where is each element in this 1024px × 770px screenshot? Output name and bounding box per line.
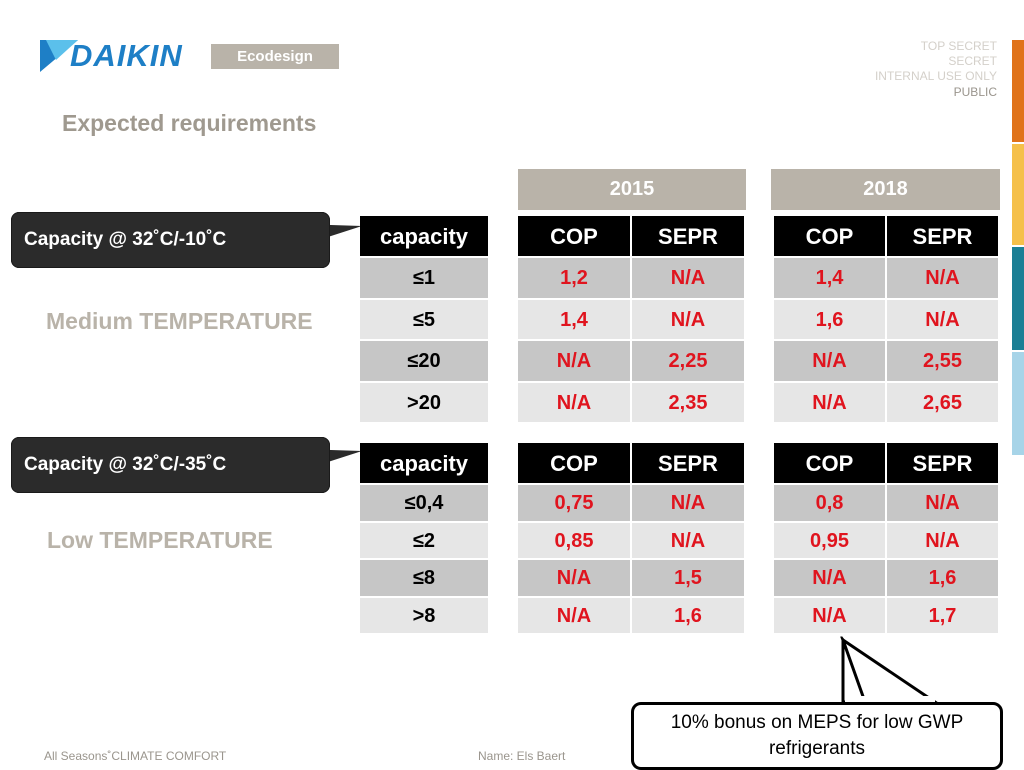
classification-internal: INTERNAL USE ONLY bbox=[874, 69, 997, 83]
medium-cell-sepr2015: 2,25 bbox=[632, 341, 746, 383]
low-cell-cop2018: 0,95 bbox=[774, 522, 887, 560]
note-pointer bbox=[840, 636, 940, 708]
footer-brand: All Seasons˚CLIMATE COMFORT bbox=[44, 749, 227, 763]
low-capacity-callout: Capacity @ 32˚C/-35˚C bbox=[11, 437, 330, 493]
low-cell-sepr2015: N/A bbox=[632, 485, 746, 523]
low-cell-sepr2015: N/A bbox=[632, 522, 746, 560]
medium-cell-cop2015: N/A bbox=[518, 382, 632, 424]
low-cell-cop2015: N/A bbox=[518, 597, 632, 635]
stripe-orange bbox=[1012, 40, 1024, 142]
medium-cell-sepr2018: N/A bbox=[887, 299, 1000, 341]
medium-header-cop2015: COP bbox=[518, 216, 632, 258]
stripe-light-blue bbox=[1012, 352, 1024, 455]
low-cell-cop2018: N/A bbox=[774, 597, 887, 635]
low-cell-sepr2018: 1,6 bbox=[887, 560, 1000, 598]
low-cell-capacity: ≤2 bbox=[360, 522, 490, 560]
low-cell-sepr2015: 1,5 bbox=[632, 560, 746, 598]
medium-cell-sepr2018: 2,55 bbox=[887, 341, 1000, 383]
year-header-2018: 2018 bbox=[771, 169, 1000, 210]
low-cell-cop2015: 0,75 bbox=[518, 485, 632, 523]
low-cell-cop2018: N/A bbox=[774, 560, 887, 598]
low-header-sepr2015: SEPR bbox=[632, 443, 746, 485]
medium-cell-sepr2015: N/A bbox=[632, 299, 746, 341]
footer-name: Name: Els Baert bbox=[478, 749, 566, 763]
medium-cell-cop2015: N/A bbox=[518, 341, 632, 383]
classification-public: PUBLIC bbox=[953, 85, 997, 99]
low-cell-cop2018: 0,8 bbox=[774, 485, 887, 523]
medium-cell-sepr2015: N/A bbox=[632, 258, 746, 300]
low-header-cop2018: COP bbox=[774, 443, 887, 485]
low-temperature-label: Low TEMPERATURE bbox=[47, 527, 273, 553]
daikin-logo-icon bbox=[40, 40, 78, 72]
low-cell-sepr2018: 1,7 bbox=[887, 597, 1000, 635]
meps-bonus-note: 10% bonus on MEPS for low GWP refrigeran… bbox=[631, 702, 1003, 770]
low-cell-sepr2018: N/A bbox=[887, 522, 1000, 560]
medium-cell-capacity: ≤5 bbox=[360, 299, 490, 341]
low-cell-sepr2015: 1,6 bbox=[632, 597, 746, 635]
medium-cell-cop2018: N/A bbox=[774, 382, 887, 424]
medium-cell-capacity: ≤1 bbox=[360, 258, 490, 300]
low-cell-capacity: ≤8 bbox=[360, 560, 490, 598]
logo-text: DAIKIN bbox=[70, 38, 183, 73]
medium-cell-sepr2018: 2,65 bbox=[887, 382, 1000, 424]
medium-header-cop2018: COP bbox=[774, 216, 887, 258]
low-cell-capacity: >8 bbox=[360, 597, 490, 635]
year-header-2015: 2015 bbox=[518, 169, 746, 210]
stripe-teal bbox=[1012, 247, 1024, 350]
medium-cell-sepr2015: 2,35 bbox=[632, 382, 746, 424]
low-header-cop2015: COP bbox=[518, 443, 632, 485]
medium-cell-cop2015: 1,4 bbox=[518, 299, 632, 341]
page-title: Expected requirements bbox=[62, 110, 317, 136]
low-header-sepr2018: SEPR bbox=[887, 443, 1000, 485]
low-cell-sepr2018: N/A bbox=[887, 485, 1000, 523]
note-text: 10% bonus on MEPS for low GWP refrigeran… bbox=[670, 712, 964, 759]
medium-cell-cop2018: N/A bbox=[774, 341, 887, 383]
low-cell-capacity: ≤0,4 bbox=[360, 485, 490, 523]
medium-cell-cop2018: 1,4 bbox=[774, 258, 887, 300]
ecodesign-badge: Ecodesign bbox=[211, 44, 339, 69]
medium-cell-cop2015: 1,2 bbox=[518, 258, 632, 300]
low-cell-cop2015: N/A bbox=[518, 560, 632, 598]
medium-cell-cop2018: 1,6 bbox=[774, 299, 887, 341]
medium-capacity-callout: Capacity @ 32˚C/-10˚C bbox=[11, 212, 330, 268]
medium-cell-capacity: ≤20 bbox=[360, 341, 490, 383]
medium-header-capacity: capacity bbox=[360, 216, 490, 258]
medium-header-sepr2018: SEPR bbox=[887, 216, 1000, 258]
classification-secret: SECRET bbox=[948, 54, 997, 68]
classification-top-secret: TOP SECRET bbox=[920, 39, 997, 53]
stripe-yellow bbox=[1012, 144, 1024, 245]
low-header-capacity: capacity bbox=[360, 443, 490, 485]
medium-header-sepr2015: SEPR bbox=[632, 216, 746, 258]
medium-cell-sepr2018: N/A bbox=[887, 258, 1000, 300]
medium-cell-capacity: >20 bbox=[360, 382, 490, 424]
low-cell-cop2015: 0,85 bbox=[518, 522, 632, 560]
medium-temperature-label: Medium TEMPERATURE bbox=[46, 308, 313, 334]
